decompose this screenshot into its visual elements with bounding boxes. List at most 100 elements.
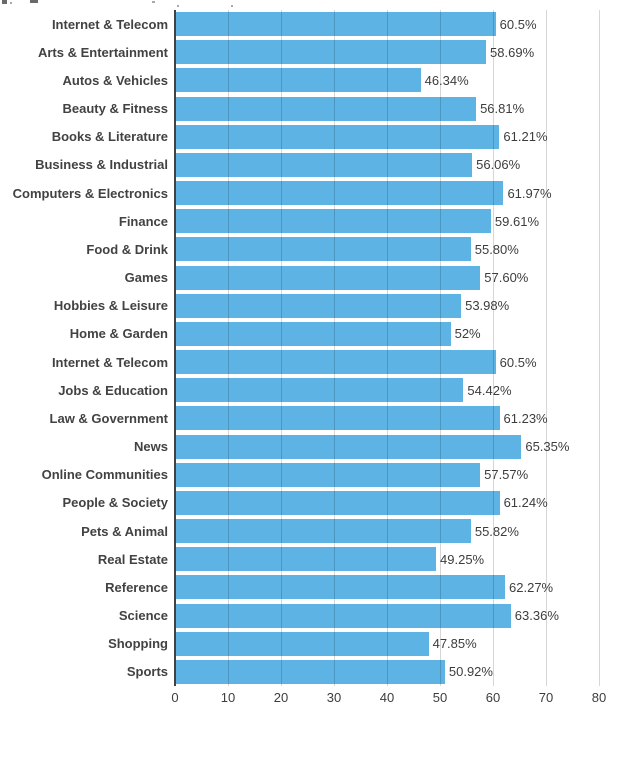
- bar[interactable]: [175, 406, 500, 431]
- cropped-text-artifact: [10, 2, 12, 4]
- bar[interactable]: [175, 519, 471, 544]
- bar[interactable]: [175, 462, 481, 487]
- bar[interactable]: [175, 490, 500, 515]
- chart-row: Shopping 47.85%: [0, 630, 628, 658]
- gridline: [546, 10, 547, 686]
- category-label: Home & Garden: [69, 326, 168, 342]
- chart-row: Beauty & Fitness 56.81%: [0, 95, 628, 123]
- value-label: 59.61%: [494, 213, 540, 229]
- gridline: [281, 10, 282, 686]
- chart-row: Hobbies & Leisure 53.98%: [0, 292, 628, 320]
- chart-row: Science 63.36%: [0, 602, 628, 630]
- value-label: 57.60%: [484, 270, 529, 286]
- gridline: [228, 10, 229, 686]
- x-tick-label: 80: [591, 690, 607, 705]
- value-label: 60.5%: [499, 354, 537, 370]
- category-label: Arts & Entertainment: [37, 44, 168, 60]
- bar[interactable]: [175, 547, 437, 572]
- bar[interactable]: [175, 631, 429, 656]
- bar[interactable]: [175, 209, 491, 234]
- value-label: 56.81%: [480, 101, 525, 117]
- x-tick-label: 0: [171, 690, 179, 705]
- chart-row: Law & Government 61.23%: [0, 404, 628, 432]
- chart-row: Autos & Vehicles 46.34%: [0, 66, 628, 94]
- category-label: Law & Government: [49, 410, 168, 426]
- category-label: Business & Industrial: [35, 157, 168, 173]
- cropped-text-artifact: [30, 0, 38, 3]
- gridline: [334, 10, 335, 686]
- chart-row: Games 57.60%: [0, 264, 628, 292]
- bar[interactable]: [175, 321, 451, 346]
- x-tick-label: 40: [379, 690, 395, 705]
- gridline: [387, 10, 388, 686]
- category-label: Real Estate: [97, 551, 168, 567]
- category-label: Science: [118, 608, 168, 624]
- bar[interactable]: [175, 350, 496, 375]
- category-label: Beauty & Fitness: [62, 101, 168, 117]
- x-tick-label: 30: [326, 690, 342, 705]
- gridline: [440, 10, 441, 686]
- value-label: 55.82%: [474, 523, 519, 539]
- x-tick-label: 10: [220, 690, 236, 705]
- value-label: 57.57%: [484, 467, 529, 483]
- value-label: 61.97%: [507, 185, 552, 201]
- chart-row: Finance 59.61%: [0, 207, 628, 235]
- category-label: People & Society: [62, 495, 168, 511]
- bar[interactable]: [175, 237, 471, 262]
- chart-row: News 65.35%: [0, 433, 628, 461]
- value-label: 53.98%: [465, 298, 510, 314]
- bar[interactable]: [175, 575, 506, 600]
- chart-row: Books & Literature 61.21%: [0, 123, 628, 151]
- category-label: Hobbies & Leisure: [53, 298, 168, 314]
- bar[interactable]: [175, 40, 487, 65]
- x-tick-label: 50: [432, 690, 448, 705]
- chart-row: Pets & Animal 55.82%: [0, 517, 628, 545]
- bar[interactable]: [175, 181, 504, 206]
- axis-line: [174, 10, 176, 686]
- x-tick-label: 70: [538, 690, 554, 705]
- category-label: Reference: [105, 579, 168, 595]
- value-label: 56.06%: [476, 157, 521, 173]
- category-label: Internet & Telecom: [51, 16, 168, 32]
- cropped-text-artifact: [2, 0, 7, 4]
- value-label: 47.85%: [432, 636, 477, 652]
- category-label: Jobs & Education: [58, 382, 168, 398]
- cropped-text-artifact: [231, 5, 233, 7]
- cropped-text-artifact: [152, 1, 155, 3]
- bar[interactable]: [175, 12, 496, 37]
- value-label: 61.23%: [503, 410, 548, 426]
- value-label: 55.80%: [474, 241, 519, 257]
- category-label: Books & Literature: [51, 129, 168, 145]
- chart-row: Business & Industrial 56.06%: [0, 151, 628, 179]
- category-label: Games: [124, 270, 168, 286]
- value-label: 61.24%: [503, 495, 548, 511]
- bar[interactable]: [175, 68, 421, 93]
- bar[interactable]: [175, 293, 462, 318]
- bar[interactable]: [175, 434, 522, 459]
- category-label: Sports: [126, 664, 168, 680]
- category-label: Autos & Vehicles: [62, 72, 168, 88]
- category-label: News: [134, 439, 168, 455]
- category-label: Online Communities: [41, 467, 168, 483]
- value-label: 49.25%: [440, 551, 485, 567]
- gridline: [493, 10, 494, 686]
- chart-row: Home & Garden 52%: [0, 320, 628, 348]
- bar[interactable]: [175, 603, 511, 628]
- category-label: Computers & Electronics: [12, 185, 168, 201]
- bar[interactable]: [175, 96, 477, 121]
- bar[interactable]: [175, 152, 473, 177]
- cropped-text-artifact: [177, 5, 179, 7]
- x-tick-label: 60: [485, 690, 501, 705]
- value-label: 54.42%: [467, 382, 512, 398]
- bar[interactable]: [175, 265, 481, 290]
- bar[interactable]: [175, 124, 500, 149]
- category-label: Pets & Animal: [81, 523, 168, 539]
- value-label: 50.92%: [448, 664, 493, 680]
- bar[interactable]: [175, 378, 464, 403]
- x-tick-label: 20: [273, 690, 289, 705]
- value-label: 61.21%: [503, 129, 548, 145]
- chart-row: Arts & Entertainment 58.69%: [0, 38, 628, 66]
- value-label: 62.27%: [509, 579, 554, 595]
- bar[interactable]: [175, 659, 445, 684]
